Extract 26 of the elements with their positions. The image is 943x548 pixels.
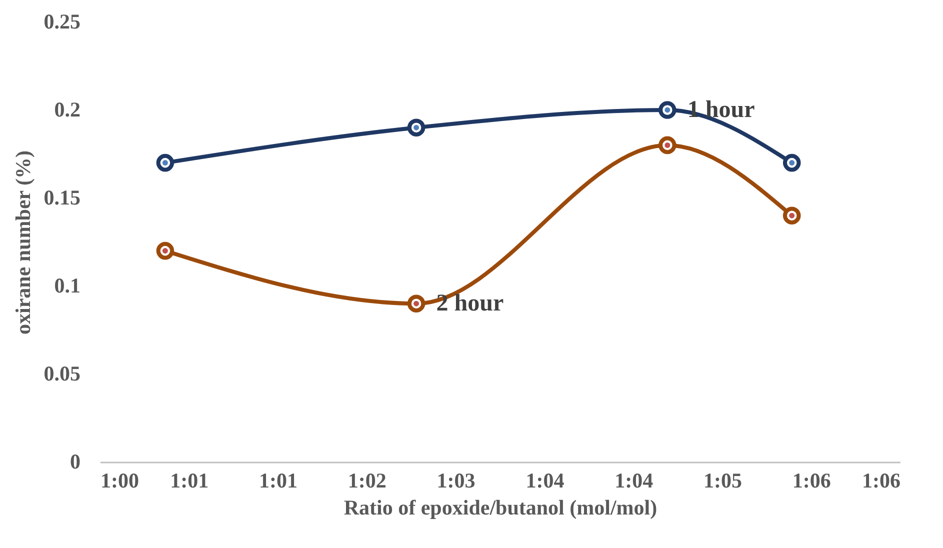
x-tick-label: 1:06 <box>792 468 831 492</box>
x-tick-label: 1:01 <box>170 468 209 492</box>
y-tick-label: 0.25 <box>44 10 80 34</box>
x-tick-label: 1:02 <box>348 468 386 492</box>
point <box>658 101 676 119</box>
point <box>407 118 426 136</box>
point <box>407 294 426 312</box>
y-tick-label: 0.1 <box>54 274 80 298</box>
y-tick-label: 0.2 <box>54 98 80 122</box>
x-tick-label: 1:04 <box>526 468 565 492</box>
x-axis-title: Ratio of epoxide/butanol (mol/mol) <box>344 496 658 520</box>
x-tick-label: 1:06 <box>862 468 900 492</box>
point <box>782 154 801 172</box>
x-tick-label: 1:04 <box>614 468 654 492</box>
point <box>156 154 174 172</box>
y-tick-label: 0.15 <box>44 186 80 210</box>
x-tick-label: 1:01 <box>259 468 298 492</box>
x-tick-label: 1:03 <box>436 468 476 492</box>
point <box>782 206 801 224</box>
x-tick-label: 1:00 <box>100 468 139 492</box>
point <box>658 136 676 154</box>
y-tick-label: 0.05 <box>44 362 80 386</box>
x-tick-label: 1:05 <box>703 468 742 492</box>
y-axis-title: oxirane number (%) <box>10 150 35 334</box>
point <box>156 242 174 260</box>
y-tick-label: 0 <box>70 450 80 474</box>
